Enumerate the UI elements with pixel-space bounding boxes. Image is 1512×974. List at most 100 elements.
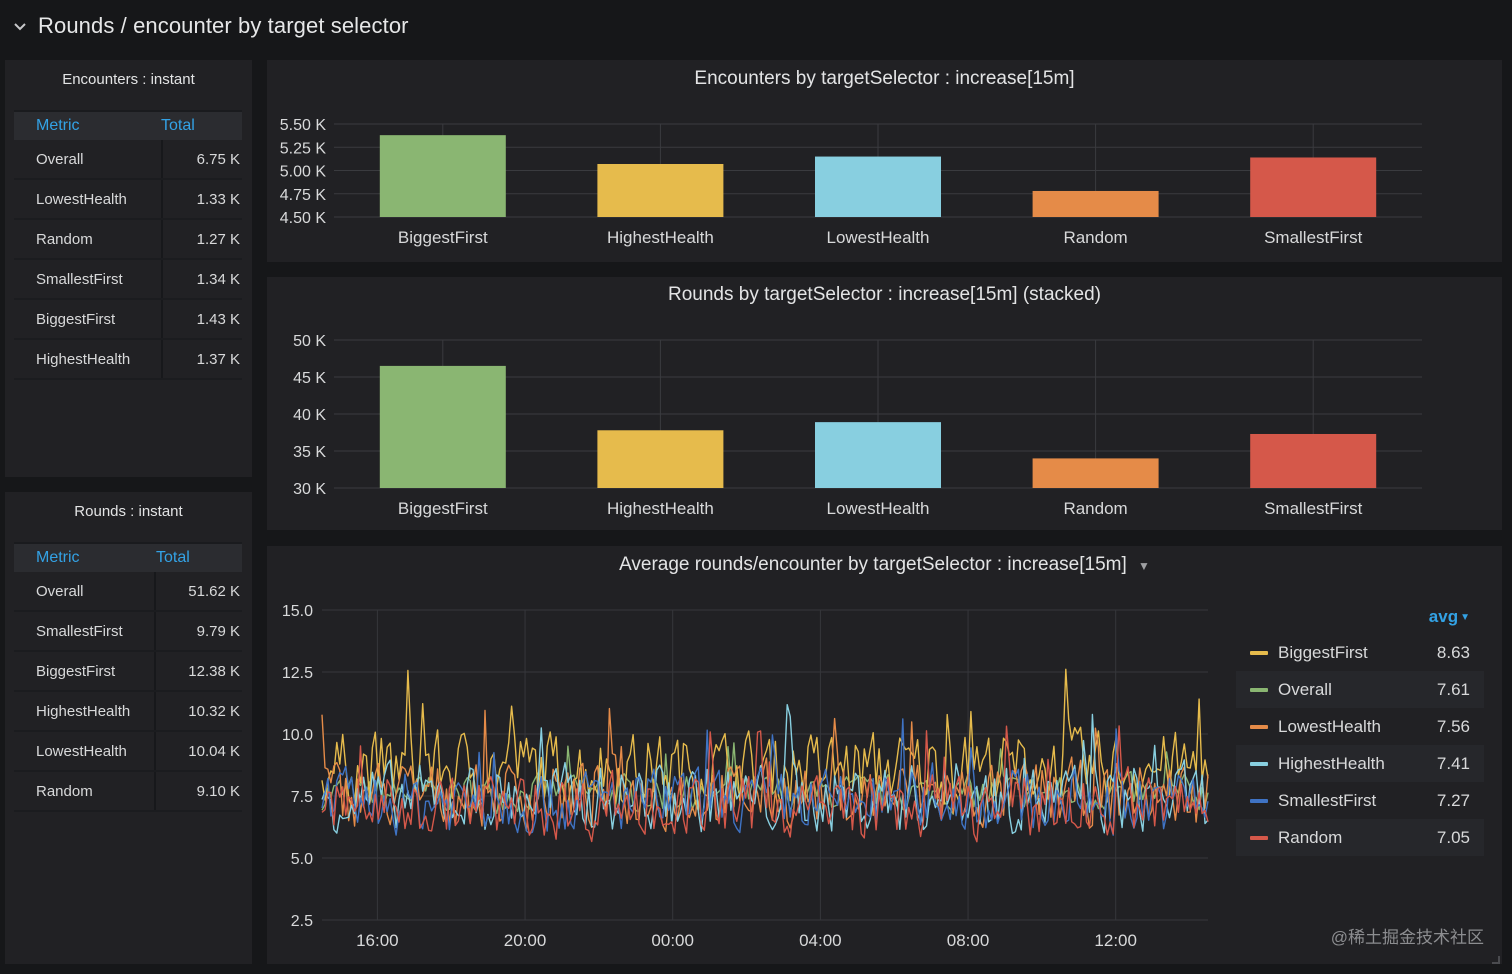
legend-avg-value: 7.61: [1436, 679, 1470, 699]
x-tick-label: HighestHealth: [607, 228, 714, 247]
series-line[interactable]: [321, 725, 1209, 843]
bar[interactable]: [597, 430, 724, 488]
rounds-table: Metric Total Overall 51.62 K SmallestFirst…: [14, 542, 242, 812]
metric-name: Overall: [14, 572, 156, 610]
legend-avg-value: 7.05: [1436, 827, 1470, 847]
y-tick-label: 12.5: [282, 665, 313, 682]
panel-title[interactable]: Rounds by targetSelector : increase[15m]…: [668, 284, 1101, 305]
watermark: @稀土掘金技术社区: [1330, 928, 1484, 947]
legend-series-name: HighestHealth: [1278, 753, 1385, 773]
bar[interactable]: [815, 422, 941, 488]
metric-name: LowestHealth: [14, 180, 163, 218]
legend-swatch: [1250, 687, 1268, 692]
caret-down-icon[interactable]: ▼: [1138, 559, 1150, 573]
metric-total: 6.75 K: [196, 150, 240, 168]
x-tick-label: 12:00: [1094, 931, 1137, 950]
legend-series-name: BiggestFirst: [1278, 642, 1368, 662]
panel-title[interactable]: Encounters : instant: [62, 71, 195, 88]
y-tick-label: 5.50 K: [280, 117, 327, 134]
caret-down-icon: ▼: [1460, 611, 1470, 623]
resize-handle-icon[interactable]: [1492, 956, 1500, 964]
metric-name: LowestHealth: [14, 732, 156, 770]
y-tick-label: 4.75 K: [280, 187, 327, 204]
legend-series-name: Random: [1278, 827, 1343, 847]
legend-item[interactable]: Random 7.05: [1236, 819, 1484, 856]
x-tick-label: 16:00: [356, 931, 399, 950]
table-row: LowestHealth 10.04 K: [14, 732, 242, 772]
table-row: Overall 51.62 K: [14, 572, 242, 612]
x-tick-label: BiggestFirst: [398, 499, 488, 518]
x-tick-label: Random: [1063, 499, 1127, 518]
metric-name: SmallestFirst: [14, 260, 163, 298]
bar[interactable]: [379, 135, 506, 217]
metric-total: 1.43 K: [196, 310, 240, 328]
column-header-total[interactable]: Total: [156, 549, 190, 566]
legend: avg ▼ BiggestFirst 8.63 Overall 7.61 LowestH…: [1236, 600, 1484, 856]
metric-name: HighestHealth: [14, 692, 156, 730]
y-tick-label: 35 K: [293, 444, 326, 461]
panel-title[interactable]: Encounters by targetSelector : increase[…: [694, 68, 1075, 89]
row-title: Rounds / encounter by target selector: [38, 13, 409, 38]
table-row: BiggestFirst 12.38 K: [14, 652, 242, 692]
y-tick-label: 5.00 K: [280, 164, 327, 181]
bar[interactable]: [1032, 190, 1159, 217]
x-tick-label: 00:00: [651, 931, 694, 950]
legend-avg-value: 8.63: [1436, 642, 1470, 662]
x-tick-label: Random: [1063, 228, 1127, 247]
y-tick-label: 15.0: [282, 603, 313, 620]
rounds-bar-chart: 30 K 35 K 40 K 45 K 50 K BiggestFirst HighestH…: [293, 333, 1422, 518]
column-header-metric[interactable]: Metric: [36, 549, 80, 566]
series-line[interactable]: [321, 742, 1209, 815]
metric-total: 51.62 K: [188, 582, 240, 600]
x-tick-label: HighestHealth: [607, 499, 714, 518]
metric-total: 10.04 K: [188, 742, 240, 760]
table-header: Metric Total: [14, 110, 242, 140]
y-tick-label: 30 K: [293, 481, 326, 498]
metric-name: HighestHealth: [14, 340, 163, 378]
legend-avg-value: 7.41: [1436, 753, 1470, 773]
panel-title[interactable]: Average rounds/encounter by targetSelect…: [267, 554, 1502, 576]
legend-swatch: [1250, 650, 1268, 655]
y-tick-label: 40 K: [293, 407, 326, 424]
chevron-down-icon[interactable]: [12, 18, 28, 34]
table-row: SmallestFirst 9.79 K: [14, 612, 242, 652]
metric-total: 10.32 K: [188, 702, 240, 720]
legend-series-name: SmallestFirst: [1278, 790, 1377, 810]
x-tick-label: LowestHealth: [826, 228, 929, 247]
column-header-total[interactable]: Total: [161, 117, 195, 134]
bar[interactable]: [379, 365, 506, 488]
row-header[interactable]: Rounds / encounter by target selector: [0, 0, 1512, 52]
metric-total: 9.10 K: [196, 782, 240, 800]
bar[interactable]: [1032, 458, 1159, 488]
legend-item[interactable]: HighestHealth 7.41: [1236, 745, 1484, 782]
y-tick-label: 5.25 K: [280, 140, 327, 157]
legend-swatch: [1250, 835, 1268, 840]
panel-title[interactable]: Rounds : instant: [74, 503, 183, 520]
table-row: HighestHealth 10.32 K: [14, 692, 242, 732]
bar[interactable]: [1250, 157, 1377, 217]
table-row: Random 9.10 K: [14, 772, 242, 812]
bar[interactable]: [815, 156, 941, 217]
legend-item[interactable]: Overall 7.61: [1236, 671, 1484, 708]
y-tick-label: 10.0: [282, 727, 313, 744]
metric-name: SmallestFirst: [14, 612, 156, 650]
legend-series-name: LowestHealth: [1278, 716, 1382, 736]
metric-total: 12.38 K: [188, 662, 240, 680]
metric-name: BiggestFirst: [14, 652, 156, 690]
bar[interactable]: [1250, 433, 1377, 488]
table-row: Random 1.27 K: [14, 220, 242, 260]
y-tick-label: 7.5: [291, 789, 313, 806]
legend-item[interactable]: BiggestFirst 8.63: [1236, 634, 1484, 671]
legend-item[interactable]: LowestHealth 7.56: [1236, 708, 1484, 745]
legend-sort-header[interactable]: avg ▼: [1236, 600, 1484, 634]
y-tick-label: 2.5: [291, 913, 313, 930]
metric-name: BiggestFirst: [14, 300, 163, 338]
bar[interactable]: [597, 163, 724, 217]
metric-total: 1.37 K: [196, 350, 240, 368]
table-row: HighestHealth 1.37 K: [14, 340, 242, 380]
y-tick-label: 50 K: [293, 333, 326, 350]
column-header-metric[interactable]: Metric: [36, 117, 80, 134]
legend-item[interactable]: SmallestFirst 7.27: [1236, 782, 1484, 819]
encounters-bar-chart: 4.50 K 4.75 K 5.00 K 5.25 K 5.50 K BiggestFir…: [280, 117, 1422, 247]
x-tick-label: BiggestFirst: [398, 228, 488, 247]
